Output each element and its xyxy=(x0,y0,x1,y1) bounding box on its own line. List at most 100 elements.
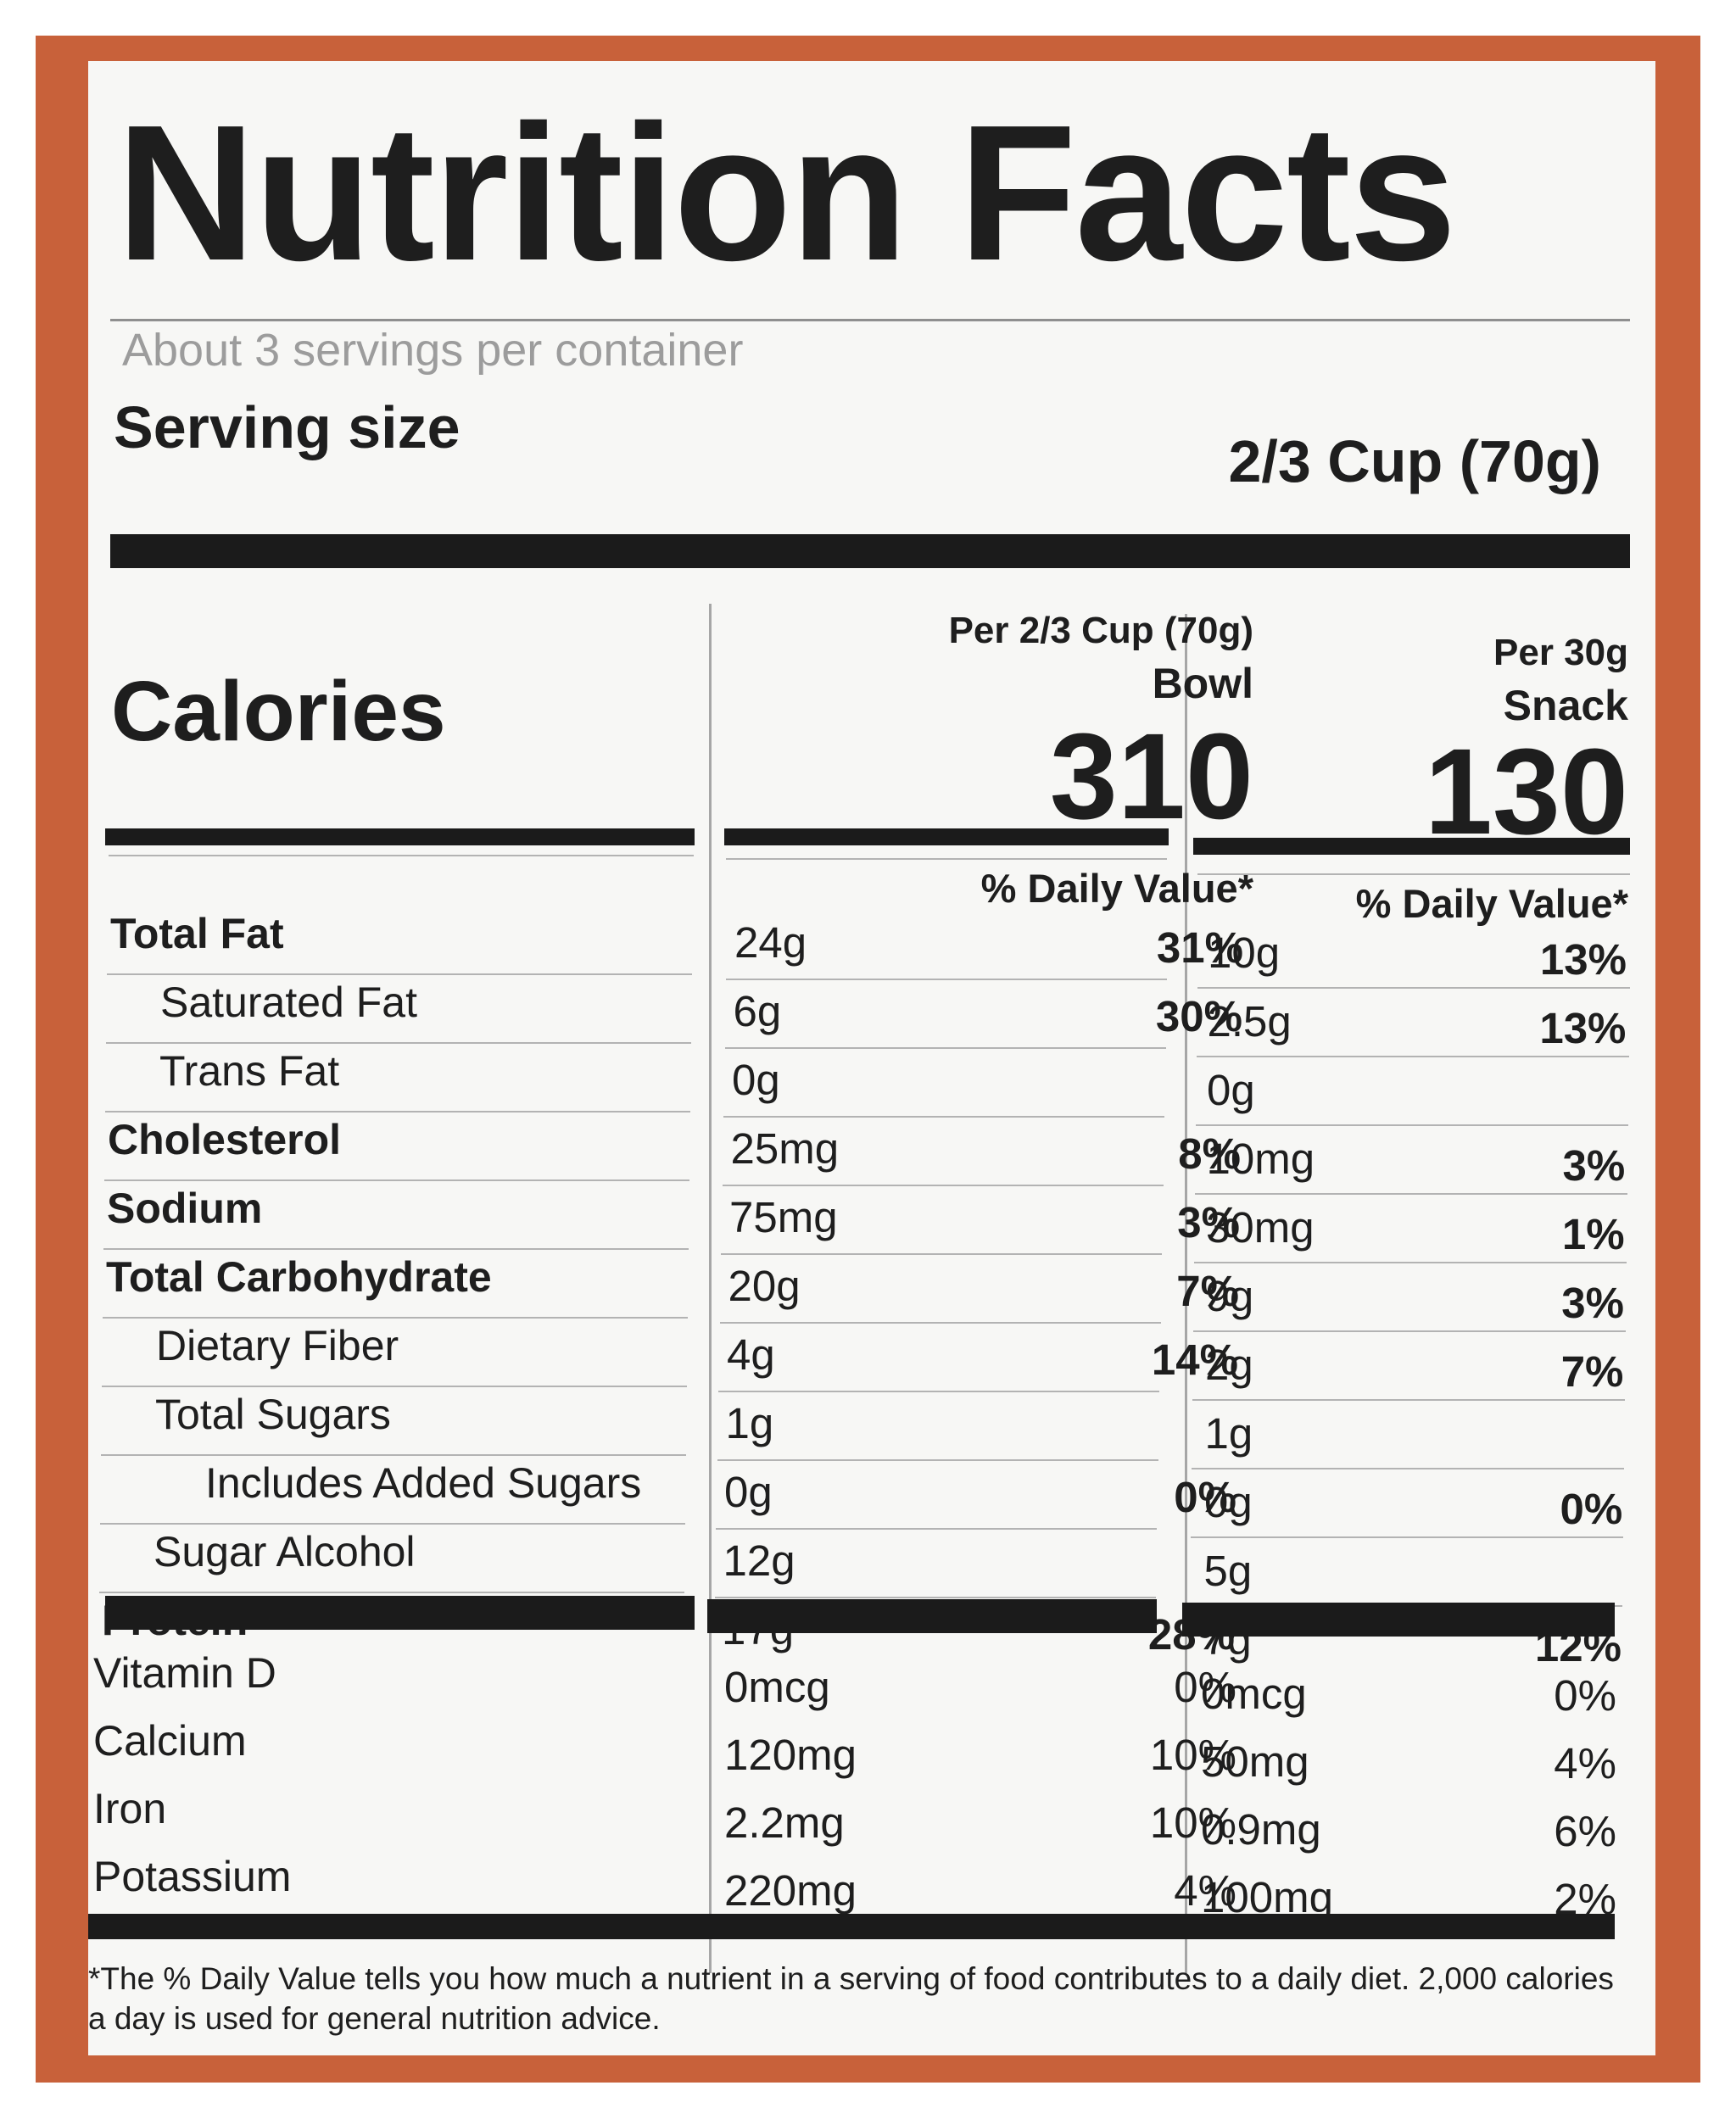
bowl-daily-value: 4% xyxy=(1174,1866,1236,1915)
vitamin-label: Potassium xyxy=(93,1853,292,1900)
row-divider xyxy=(99,1592,684,1593)
bowl-amount: 1g xyxy=(725,1399,774,1447)
snack-daily-value: 6% xyxy=(1554,1807,1616,1855)
bowl-daily-value: 14% xyxy=(1151,1336,1238,1384)
snack-column-header: Per 30g Snack xyxy=(1238,627,1628,735)
row-divider xyxy=(107,973,692,975)
servings-per-container: About 3 servings per container xyxy=(122,325,744,376)
nutrient-label: Trans Fat xyxy=(159,1047,340,1095)
row-divider xyxy=(719,1322,1161,1324)
calories-label: Calories xyxy=(111,664,446,759)
row-divider xyxy=(103,1317,688,1319)
row-divider xyxy=(716,1528,1157,1530)
snack-daily-value: 0% xyxy=(1560,1485,1623,1533)
protein-thick-bar-snack xyxy=(1182,1603,1615,1637)
nutrient-label: Total Fat xyxy=(110,910,284,957)
row-divider xyxy=(103,1248,689,1250)
nutrient-label: Saturated Fat xyxy=(160,979,417,1026)
snack-daily-value-header: % Daily Value* xyxy=(1355,881,1628,926)
snack-per-text: Per 30g xyxy=(1493,632,1628,673)
nutrient-label: Total Sugars xyxy=(155,1391,391,1438)
row-divider xyxy=(102,1386,687,1387)
row-divider xyxy=(714,1597,1156,1598)
nutrition-label: Nutrition Facts About 3 servings per con… xyxy=(88,61,1655,2055)
vitamin-label: Vitamin D xyxy=(93,1649,276,1697)
snack-amount: 2.5g xyxy=(1207,997,1292,1046)
bowl-amount: 0g xyxy=(724,1468,773,1516)
nutrient-label: Dietary Fiber xyxy=(156,1322,399,1369)
row-divider xyxy=(106,1042,691,1044)
bowl-amount: 25mg xyxy=(730,1124,840,1173)
snack-daily-value: 7% xyxy=(1560,1347,1624,1396)
bowl-calories: 310 xyxy=(1049,708,1253,845)
row-divider xyxy=(1193,1330,1626,1332)
calories-bar-snack xyxy=(1193,838,1630,855)
snack-amount: 10mg xyxy=(1206,1135,1315,1183)
calories-bar-bowl xyxy=(724,828,1169,845)
bowl-amount: 12g xyxy=(723,1536,795,1585)
bowl-amount: 4g xyxy=(727,1330,775,1379)
bowl-name: Bowl xyxy=(1152,660,1253,708)
row-divider xyxy=(721,1253,1162,1255)
row-divider xyxy=(1192,1399,1625,1401)
snack-amount: 2g xyxy=(1205,1341,1253,1389)
snack-amount: 0.9mg xyxy=(1201,1805,1321,1854)
row-divider xyxy=(726,858,1167,860)
snack-daily-value: 3% xyxy=(1561,1279,1624,1327)
nutrient-label: Sugar Alcohol xyxy=(154,1528,416,1575)
snack-daily-value: 4% xyxy=(1554,1739,1616,1787)
nutrient-label: Sodium xyxy=(107,1185,263,1232)
title-rule xyxy=(110,319,1630,321)
snack-amount: 50mg xyxy=(1201,1737,1309,1786)
label-title: Nutrition Facts xyxy=(116,86,1457,301)
row-divider xyxy=(718,1391,1159,1392)
bowl-daily-value: 8% xyxy=(1178,1129,1241,1178)
bowl-daily-value: 30% xyxy=(1155,992,1242,1040)
vitamin-label: Iron xyxy=(93,1785,167,1832)
row-divider xyxy=(1195,1193,1627,1195)
row-divider xyxy=(1194,1262,1627,1263)
row-divider xyxy=(1196,1124,1628,1126)
vitamins-bottom-bar xyxy=(88,1914,1615,1939)
bowl-amount: 20g xyxy=(728,1262,801,1310)
snack-amount: 0g xyxy=(1204,1478,1253,1526)
serving-size-label: Serving size xyxy=(114,394,461,460)
row-divider xyxy=(104,1179,689,1181)
column-divider-right xyxy=(1185,614,1187,1973)
nutrient-label: Total Carbohydrate xyxy=(106,1253,492,1301)
row-divider xyxy=(723,1116,1164,1118)
snack-amount: 1g xyxy=(1204,1409,1253,1458)
snack-daily-value: 13% xyxy=(1539,935,1627,984)
serving-size-value: 2/3 Cup (70g) xyxy=(1228,428,1601,494)
snack-daily-value: 13% xyxy=(1539,1004,1627,1052)
snack-amount: 0g xyxy=(1207,1066,1255,1114)
bowl-daily-value: 0% xyxy=(1174,1473,1236,1521)
snack-calories: 130 xyxy=(1424,723,1628,860)
column-divider-left xyxy=(709,604,712,1973)
bowl-daily-value: 3% xyxy=(1177,1198,1240,1246)
row-divider xyxy=(1197,1056,1629,1057)
bowl-amount: 24g xyxy=(734,918,807,967)
snack-amount: 0mcg xyxy=(1201,1670,1307,1718)
row-divider xyxy=(717,1459,1158,1461)
protein-thick-bar-bowl xyxy=(707,1599,1157,1633)
row-divider xyxy=(722,1185,1164,1186)
bowl-column-header: Per 2/3 Cup (70g) Bowl xyxy=(779,605,1253,713)
nutrient-label: Includes Added Sugars xyxy=(205,1459,642,1507)
bowl-per-text: Per 2/3 Cup (70g) xyxy=(948,610,1253,651)
vitamin-label: Calcium xyxy=(93,1717,247,1765)
row-divider xyxy=(1192,1468,1624,1469)
snack-daily-value: 3% xyxy=(1562,1141,1626,1190)
row-divider xyxy=(105,1111,690,1112)
row-divider xyxy=(100,1523,685,1525)
calories-bar-label xyxy=(105,828,695,845)
bowl-daily-value: 31% xyxy=(1156,923,1243,972)
bowl-amount: 0mcg xyxy=(724,1663,830,1711)
bowl-daily-value: 10% xyxy=(1149,1798,1236,1847)
snack-amount: 5g xyxy=(1203,1547,1253,1595)
nutrient-label: Cholesterol xyxy=(108,1116,342,1163)
row-divider xyxy=(1197,987,1630,989)
bowl-amount: 120mg xyxy=(724,1731,857,1779)
bowl-amount: 2.2mg xyxy=(724,1798,845,1847)
bowl-daily-value: 7% xyxy=(1176,1267,1239,1315)
